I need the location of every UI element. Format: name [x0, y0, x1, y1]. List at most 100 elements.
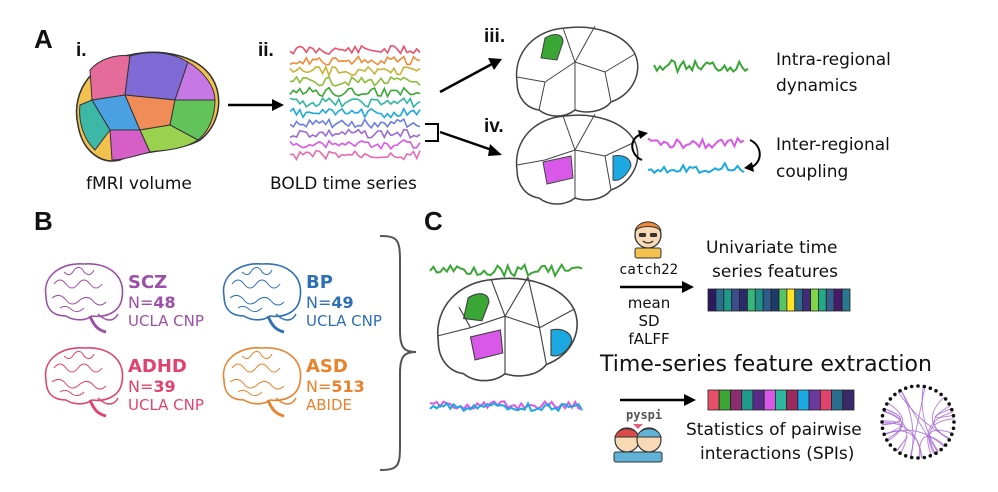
- feature-cell: [763, 389, 776, 411]
- feature-cell: [778, 288, 788, 312]
- fmri-volume-label: fMRI volume: [86, 174, 192, 194]
- feature-cell: [707, 389, 720, 411]
- brain-illustration-icon: [44, 347, 124, 418]
- feature-cell: [715, 288, 725, 312]
- coupling-arrows-icon: [631, 130, 761, 172]
- bold-series-line: [289, 107, 421, 119]
- feature-cell: [794, 288, 804, 312]
- parcellated-brain-icon: [436, 276, 578, 382]
- cohort-source: UCLA CNP: [128, 312, 204, 330]
- univariate-feature-vector: [707, 288, 851, 312]
- feature-cell: [808, 389, 821, 411]
- cohort-name: SCZ: [128, 272, 168, 293]
- feature-cell: [747, 288, 756, 312]
- step-label-iii: iii.: [484, 26, 506, 47]
- panel-label-c: C: [424, 206, 443, 236]
- fmri-brain-icon: [75, 51, 220, 162]
- feature-cell: [731, 288, 741, 312]
- feature-cell: [707, 288, 717, 312]
- feature-cell: [842, 389, 855, 411]
- feature-cell: [739, 288, 748, 312]
- intra-regional-label-line1: Intra-regional: [776, 50, 891, 70]
- intra-region-brain-icon: [515, 25, 639, 117]
- arrow-to-intra: [439, 58, 502, 94]
- intra-regional-trace: [653, 58, 749, 75]
- cohort-brains: [44, 263, 302, 418]
- cohort-source: UCLA CNP: [128, 396, 204, 414]
- feature-cell: [730, 389, 743, 411]
- cohort-source: UCLA CNP: [306, 312, 382, 330]
- feature-cell: [841, 288, 851, 312]
- bold-series-line: [289, 86, 421, 99]
- spi-label-line2: interactions (SPIs): [700, 444, 855, 464]
- feature-cell: [833, 288, 843, 312]
- feature-cell: [754, 288, 764, 312]
- bold-series-line: [289, 65, 421, 78]
- falff-label: fALFF: [628, 330, 670, 348]
- step-label-iv: iv.: [484, 116, 504, 137]
- feature-cell: [718, 389, 731, 411]
- bold-series-line: [289, 139, 421, 151]
- feature-cell: [819, 389, 832, 411]
- step-label-i: i.: [76, 40, 87, 61]
- feature-extraction-title: Time-series feature extraction: [600, 352, 932, 377]
- cohort-count: N=513: [306, 377, 365, 396]
- pyspi-mascot-icon: [613, 424, 663, 463]
- panel-label-a: A: [34, 24, 53, 54]
- bold-series-line: [289, 117, 421, 130]
- cohort-asd: ASD N=513 ABIDE: [306, 356, 365, 414]
- feature-cell: [786, 389, 799, 411]
- intra-regional-label-line2: dynamics: [776, 76, 858, 96]
- bold-time-series-label: BOLD time series: [270, 174, 417, 194]
- bold-bracket: [425, 123, 439, 142]
- spi-label-line1: Statistics of pairwise: [686, 420, 862, 440]
- arrow-to-univariate: [620, 281, 694, 293]
- cohort-count: N=49: [306, 293, 354, 312]
- brain-illustration-icon: [44, 263, 124, 334]
- pyspi-label: pyspi: [626, 408, 663, 422]
- cohort-adhd: ADHD N=39 UCLA CNP: [128, 356, 204, 414]
- bold-series-line: [289, 75, 421, 87]
- feature-cell: [810, 288, 819, 312]
- bold-series-line: [289, 128, 421, 140]
- bold-series-line: [289, 55, 421, 66]
- cohort-count: N=39: [128, 377, 176, 396]
- spi-feature-vector: [707, 389, 855, 411]
- feature-cell: [762, 288, 772, 312]
- regional-trace-green: [429, 262, 583, 279]
- feature-cell: [802, 288, 812, 312]
- feature-cell: [831, 389, 844, 411]
- inter-regional-trace-magenta: [647, 136, 745, 150]
- cohort-count: N=48: [128, 293, 176, 312]
- brain-illustration-icon: [222, 263, 302, 334]
- inter-regional-label-line2: coupling: [776, 162, 849, 182]
- feature-cell: [770, 288, 780, 312]
- regional-trace-magenta: [429, 399, 583, 411]
- feature-cell: [741, 389, 754, 411]
- feature-cell: [752, 389, 765, 411]
- univariate-label-line1: Univariate time: [706, 238, 838, 258]
- sd-label: SD: [638, 312, 660, 330]
- bold-series-line: [289, 44, 421, 56]
- circular-network-icon: [880, 384, 956, 460]
- brain-illustration-icon: [222, 347, 302, 418]
- inter-regional-trace-cyan: [647, 161, 745, 175]
- cohort-bp: BP N=49 UCLA CNP: [306, 272, 382, 330]
- grouping-brace: [379, 235, 417, 471]
- catch22-label: catch22: [619, 262, 679, 278]
- cohort-source: ABIDE: [306, 396, 353, 414]
- inter-region-brain-icon: [515, 113, 639, 205]
- bold-time-series-plot: [289, 44, 421, 162]
- mean-label: mean: [627, 294, 671, 312]
- step-label-ii: ii.: [258, 40, 274, 61]
- inter-regional-label-line1: Inter-regional: [776, 135, 890, 155]
- catch22-mascot-icon: [634, 221, 662, 259]
- feature-cell: [797, 389, 810, 411]
- feature-cell: [818, 288, 827, 312]
- cohort-name: BP: [306, 272, 333, 293]
- arrow-to-inter: [439, 130, 502, 156]
- cohort-name: ADHD: [128, 356, 187, 377]
- feature-cell: [786, 288, 796, 312]
- univariate-label-line2: series features: [712, 262, 838, 282]
